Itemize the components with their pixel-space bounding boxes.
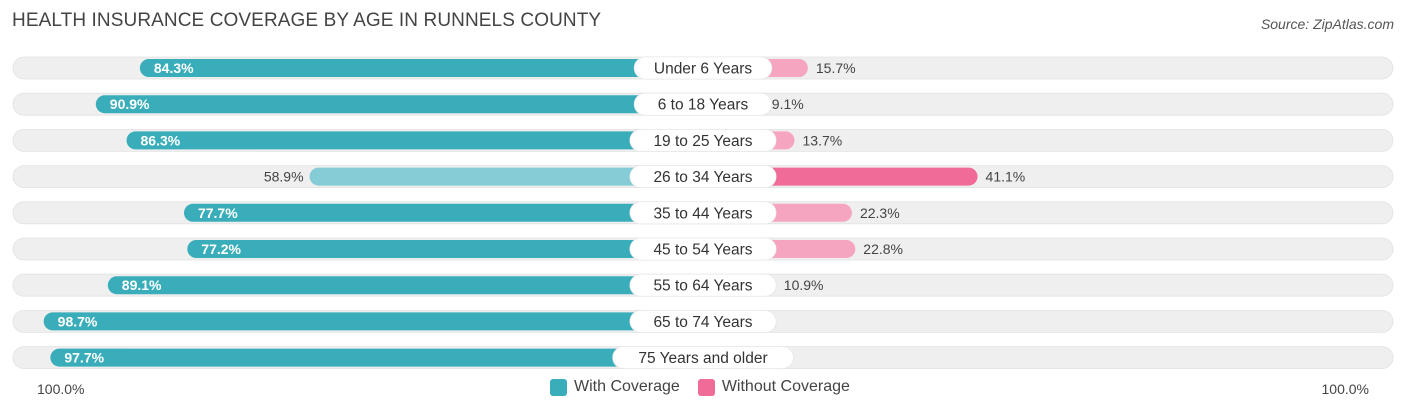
category-pill-26-to-34-years	[629, 165, 777, 188]
legend-label-without-coverage: Without Coverage	[721, 378, 850, 395]
value-label-without-coverage-26-to-34-years: 41.1%	[986, 169, 1026, 185]
value-label-with-coverage-35-to-44-years: 77.7%	[198, 205, 238, 221]
bar-with-coverage-under-6-years	[139, 59, 704, 77]
axis-left-label: 100.0%	[37, 381, 85, 397]
bar-with-coverage-26-to-34-years	[309, 167, 703, 186]
category-label-19-to-25-years: 19 to 25 Years	[653, 133, 752, 150]
category-label-55-to-64-years: 55 to 64 Years	[653, 278, 752, 295]
category-pill-75-years-and-older	[612, 346, 794, 369]
value-label-without-coverage-6-to-18-years: 9.1%	[772, 96, 804, 112]
bar-with-coverage-19-to-25-years	[126, 131, 704, 150]
value-label-with-coverage-6-to-18-years: 90.9%	[110, 96, 150, 112]
value-label-with-coverage-65-to-74-years: 98.7%	[58, 313, 98, 329]
category-pill-19-to-25-years	[629, 129, 777, 152]
value-label-without-coverage-under-6-years: 15.7%	[816, 60, 856, 76]
category-pill-55-to-64-years	[629, 273, 777, 297]
legend-item-with-coverage: With Coverage	[550, 378, 680, 396]
value-label-with-coverage-under-6-years: 84.3%	[154, 60, 194, 76]
bar-with-coverage-75-years-and-older	[50, 348, 703, 367]
category-pill-6-to-18-years	[633, 92, 773, 116]
value-label-without-coverage-55-to-64-years: 10.9%	[784, 277, 824, 293]
bar-with-coverage-6-to-18-years	[95, 95, 703, 114]
value-label-with-coverage-19-to-25-years: 86.3%	[141, 132, 181, 148]
legend-swatch-without-coverage	[697, 378, 715, 396]
value-label-with-coverage-45-to-54-years: 77.2%	[201, 241, 241, 257]
value-label-with-coverage-55-to-64-years: 89.1%	[122, 277, 162, 293]
value-label-without-coverage-19-to-25-years: 13.7%	[803, 132, 843, 148]
chart-title: HEALTH INSURANCE COVERAGE BY AGE IN RUNN…	[12, 10, 602, 31]
legend-swatch-with-coverage	[550, 378, 567, 396]
category-label-26-to-34-years: 26 to 34 Years	[653, 169, 752, 186]
category-label-under-6-years: Under 6 Years	[654, 61, 752, 78]
legend: With Coverage Without Coverage	[550, 378, 868, 396]
category-pill-under-6-years	[633, 56, 773, 80]
category-label-45-to-54-years: 45 to 54 Years	[653, 242, 752, 259]
bar-with-coverage-55-to-64-years	[107, 276, 703, 295]
category-label-75-years-and-older: 75 Years and older	[638, 350, 767, 367]
source-credit: Source: ZipAtlas.com	[1260, 16, 1394, 32]
value-label-with-coverage-26-to-34-years: 58.9%	[264, 169, 304, 185]
bar-with-coverage-65-to-74-years	[43, 312, 703, 331]
value-label-without-coverage-35-to-44-years: 22.3%	[860, 205, 900, 221]
legend-label-with-coverage: With Coverage	[574, 378, 680, 395]
category-pill-65-to-74-years	[629, 310, 777, 333]
legend-item-without-coverage: Without Coverage	[697, 378, 850, 396]
axis-right-label: 100.0%	[1321, 381, 1369, 397]
category-label-35-to-44-years: 35 to 44 Years	[653, 205, 752, 222]
category-label-6-to-18-years: 6 to 18 Years	[658, 97, 749, 114]
category-label-65-to-74-years: 65 to 74 Years	[653, 314, 752, 331]
bar-with-coverage-45-to-54-years	[187, 240, 703, 258]
bar-with-coverage-35-to-44-years	[183, 203, 704, 222]
value-label-without-coverage-45-to-54-years: 22.8%	[863, 241, 903, 257]
category-pill-45-to-54-years	[629, 237, 777, 261]
category-pill-35-to-44-years	[629, 201, 777, 225]
value-label-with-coverage-75-years-and-older: 97.7%	[64, 350, 104, 366]
